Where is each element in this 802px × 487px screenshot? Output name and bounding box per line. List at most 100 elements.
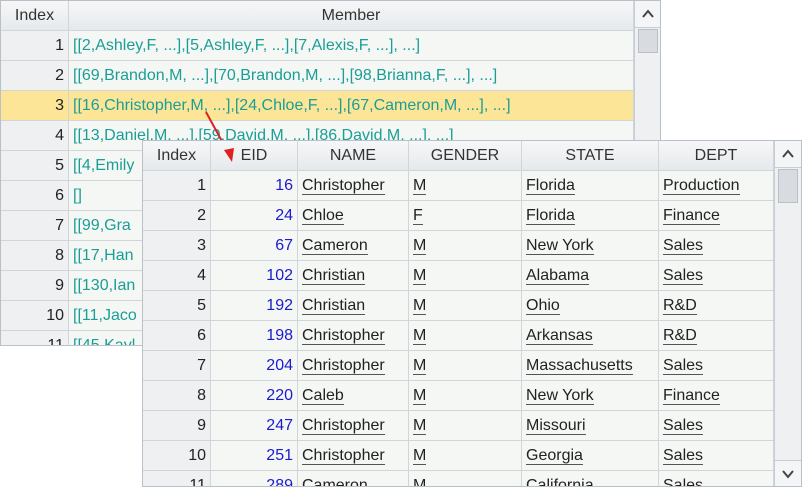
link-text[interactable]: Florida <box>526 177 575 195</box>
field-cell: Production <box>659 171 774 201</box>
link-text[interactable]: Ohio <box>526 297 560 315</box>
field-cell: M <box>409 471 522 486</box>
row-index: 5 <box>143 291 211 321</box>
field-cell: California <box>522 471 659 486</box>
link-text[interactable]: Arkansas <box>526 327 593 345</box>
row-index: 7 <box>1 211 69 241</box>
scroll-thumb[interactable] <box>638 29 658 53</box>
field-cell: Sales <box>659 231 774 261</box>
eid-cell: 67 <box>211 231 298 261</box>
row-index: 6 <box>143 321 211 351</box>
row-index: 11 <box>143 471 211 486</box>
link-text[interactable]: M <box>413 417 427 435</box>
link-text[interactable]: Christian <box>302 267 366 285</box>
link-text[interactable]: M <box>413 477 427 486</box>
field-cell: Christopher <box>298 171 409 201</box>
link-text[interactable]: Christian <box>302 297 366 315</box>
field-cell: Florida <box>522 171 659 201</box>
link-text[interactable]: Finance <box>663 387 720 405</box>
link-text[interactable]: New York <box>526 237 594 255</box>
field-cell: F <box>409 201 522 231</box>
link-text[interactable]: Sales <box>663 447 704 465</box>
link-text[interactable]: Sales <box>663 237 704 255</box>
link-text[interactable]: California <box>526 477 594 486</box>
link-text[interactable]: M <box>413 327 427 345</box>
link-text[interactable]: M <box>413 297 427 315</box>
row-index: 7 <box>143 351 211 381</box>
field-cell: Massachusetts <box>522 351 659 381</box>
link-text[interactable]: Sales <box>663 477 704 486</box>
link-text[interactable]: R&D <box>663 297 697 315</box>
scroll-up[interactable] <box>775 141 801 168</box>
field-cell: Georgia <box>522 441 659 471</box>
column-header: GENDER <box>409 141 522 171</box>
field-cell: M <box>409 381 522 411</box>
field-cell: R&D <box>659 321 774 351</box>
row-index: 4 <box>143 261 211 291</box>
field-cell: Finance <box>659 381 774 411</box>
link-text[interactable]: New York <box>526 387 594 405</box>
field-cell: M <box>409 291 522 321</box>
link-text[interactable]: Sales <box>663 357 704 375</box>
link-text[interactable]: Sales <box>663 417 704 435</box>
scroll-thumb[interactable] <box>778 169 798 203</box>
link-text[interactable]: Christopher <box>302 447 385 465</box>
field-cell: M <box>409 231 522 261</box>
link-text[interactable]: Christopher <box>302 327 385 345</box>
link-text[interactable]: Production <box>663 177 740 195</box>
link-text[interactable]: Finance <box>663 207 720 225</box>
field-cell: M <box>409 441 522 471</box>
column-header: Index <box>1 1 69 31</box>
link-text[interactable]: Caleb <box>302 387 344 405</box>
link-text[interactable]: Georgia <box>526 447 583 465</box>
column-header: NAME <box>298 141 409 171</box>
column-header: EID <box>211 141 298 171</box>
link-text[interactable]: M <box>413 177 427 195</box>
field-cell: Sales <box>659 261 774 291</box>
detail-table: Index EID NAME GENDER STATE DEPT 1 16 Christophe… <box>142 140 802 487</box>
field-cell: M <box>409 351 522 381</box>
row-index: 8 <box>143 381 211 411</box>
link-text[interactable]: Massachusetts <box>526 357 633 375</box>
link-text[interactable]: R&D <box>663 327 697 345</box>
eid-cell: 102 <box>211 261 298 291</box>
member-cell: [[16,Christopher,M, ...],[24,Chloe,F, ..… <box>69 91 634 121</box>
link-text[interactable]: Missouri <box>526 417 586 435</box>
arrow-icon <box>782 149 794 158</box>
link-text[interactable]: Florida <box>526 207 575 225</box>
link-text[interactable]: Alabama <box>526 267 590 285</box>
field-cell: M <box>409 261 522 291</box>
link-text[interactable]: Christopher <box>302 357 385 375</box>
link-text[interactable]: Christopher <box>302 177 385 195</box>
link-text[interactable]: M <box>413 387 427 405</box>
scroll-up[interactable] <box>635 1 660 28</box>
row-index: 9 <box>143 411 211 441</box>
link-text[interactable]: M <box>413 267 427 285</box>
link-text[interactable]: M <box>413 237 427 255</box>
field-cell: Sales <box>659 351 774 381</box>
link-text[interactable]: F <box>413 207 423 225</box>
row-index: 8 <box>1 241 69 271</box>
row-index: 4 <box>1 121 69 151</box>
link-text[interactable]: Cameron <box>302 477 368 486</box>
field-cell: Sales <box>659 411 774 441</box>
field-cell: Ohio <box>522 291 659 321</box>
link-text[interactable]: Christopher <box>302 417 385 435</box>
scroll-down[interactable] <box>775 460 801 486</box>
link-text[interactable]: Chloe <box>302 207 344 225</box>
scrollbar[interactable] <box>774 141 801 486</box>
eid-cell: 198 <box>211 321 298 351</box>
row-index: 5 <box>1 151 69 181</box>
row-index: 11 <box>1 331 69 345</box>
link-text[interactable]: M <box>413 447 427 465</box>
field-cell: Arkansas <box>522 321 659 351</box>
row-index: 2 <box>1 61 69 91</box>
link-text[interactable]: Cameron <box>302 237 368 255</box>
field-cell: R&D <box>659 291 774 321</box>
link-text[interactable]: Sales <box>663 267 704 285</box>
field-cell: New York <box>522 381 659 411</box>
row-index: 3 <box>1 91 69 121</box>
row-index: 6 <box>1 181 69 211</box>
field-cell: Christian <box>298 291 409 321</box>
link-text[interactable]: M <box>413 357 427 375</box>
